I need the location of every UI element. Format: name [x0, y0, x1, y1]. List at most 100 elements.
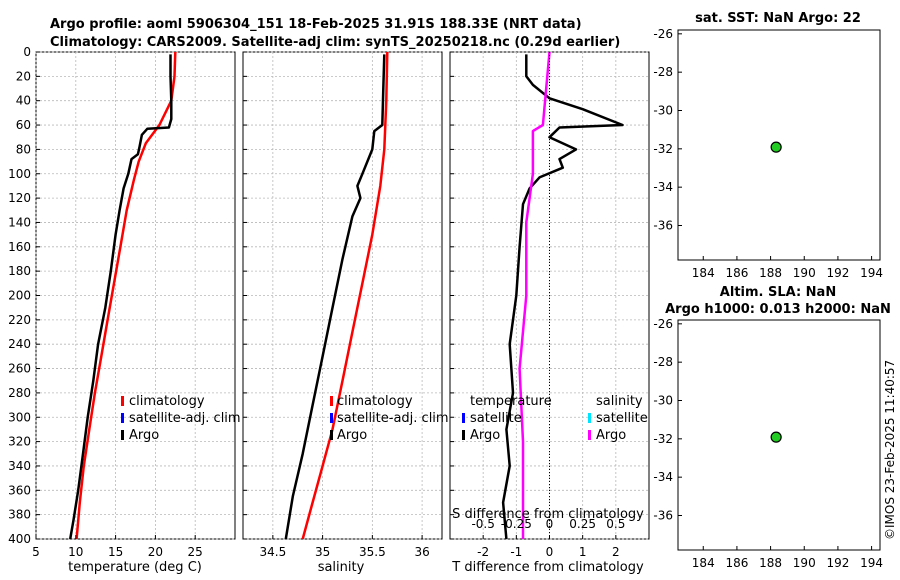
legend-swatch-s-argo: [588, 430, 591, 440]
legend-title-temperature: temperature: [470, 394, 552, 409]
legend-label-satellite-adj: satellite-adj. clim: [337, 411, 449, 426]
y-tick-label: 240: [8, 337, 31, 351]
map-x-tick-label: 188: [759, 556, 782, 570]
sst-map-title: sat. SST: NaN Argo: 22: [695, 11, 861, 26]
salinity-panel: 34.5 35 35.5 36 salinity climatology satell…: [242, 51, 449, 575]
difference-legend: temperature satellite Argo salinity sate…: [462, 394, 648, 443]
temperature-panel: 0 20 40 60 80 100 120 140 160 180 200 220 240 260 280 3…: [8, 45, 241, 575]
legend-swatch-satellite-adj: [121, 413, 124, 423]
sla-map-title-line2: Argo h1000: 0.013 h2000: NaN: [665, 302, 891, 317]
map-y-tick-label: -28: [653, 355, 673, 369]
x-tick-label: 36: [414, 545, 429, 559]
map-x-tick-label: 186: [725, 266, 748, 280]
y-tick-label: 140: [8, 215, 31, 229]
legend-label-s-satellite: satellite: [596, 411, 648, 426]
map-y-tick-label: -26: [653, 27, 673, 41]
map-y-tick-label: -32: [653, 432, 673, 446]
legend-label-satellite-adj: satellite-adj. clim: [129, 411, 241, 426]
header-title-line2: Climatology: CARS2009. Satellite-adj cli…: [50, 35, 620, 50]
y-tick-label: 360: [8, 483, 31, 497]
map-y-tick-label: -28: [653, 65, 673, 79]
legend-swatch-t-argo: [462, 430, 465, 440]
y-tick-label: 400: [8, 532, 31, 546]
x-tick-label: 15: [108, 545, 123, 559]
map-x-tick-label: 190: [793, 556, 816, 570]
x-tick-label: -2: [477, 545, 489, 559]
map-y-tick-label: -26: [653, 317, 673, 331]
x-tick-label: 35: [315, 545, 330, 559]
sst-map-panel: sat. SST: NaN Argo: 22 184 186 188 190 192 19…: [653, 11, 883, 280]
map-x-tick-label: 192: [826, 266, 849, 280]
y-tick-label: 380: [8, 508, 31, 522]
map-y-tick-label: -34: [653, 180, 673, 194]
y-tick-label: 80: [16, 142, 31, 156]
argo-float-marker: [770, 141, 782, 153]
legend-label-argo: Argo: [337, 428, 367, 443]
sla-map-panel: Altim. SLA: NaN Argo h1000: 0.013 h2000:…: [653, 285, 890, 570]
s-tick-label: 0: [546, 517, 554, 531]
legend-swatch-s-satellite: [588, 413, 591, 423]
map-y-tick-label: -30: [653, 394, 673, 408]
y-tick-label: 60: [16, 118, 31, 132]
y-tick-label: 320: [8, 435, 31, 449]
map-x-tick-label: 188: [759, 266, 782, 280]
y-tick-label: 300: [8, 410, 31, 424]
s-tick-label: -0.25: [501, 517, 532, 531]
series-line-argo-t-difference: [501, 54, 624, 540]
y-tick-label: 220: [8, 313, 31, 327]
s-tick-label: 0.25: [569, 517, 596, 531]
y-tick-label: 340: [8, 459, 31, 473]
y-tick-label: 200: [8, 289, 31, 303]
temperature-xlabel: temperature (deg C): [68, 560, 202, 575]
map-y-tick-label: -36: [653, 219, 673, 233]
map-x-tick-label: 186: [725, 556, 748, 570]
y-tick-label: 260: [8, 362, 31, 376]
map-x-tick-label: 184: [692, 266, 715, 280]
legend-swatch-t-satellite: [462, 413, 465, 423]
map-x-tick-label: 190: [793, 266, 816, 280]
legend-label-argo: Argo: [129, 428, 159, 443]
legend-title-salinity: salinity: [596, 394, 643, 409]
map-x-tick-label: 184: [692, 556, 715, 570]
sla-map-title-line1: Altim. SLA: NaN: [720, 285, 836, 300]
series-line-argo: [68, 54, 173, 540]
legend-swatch-climatology: [121, 396, 124, 406]
map-x-tick-label: 194: [860, 556, 883, 570]
series-line-argo-s-difference: [518, 51, 551, 539]
legend-label-climatology: climatology: [129, 394, 205, 409]
x-tick-label: 25: [188, 545, 203, 559]
legend-label-t-argo: Argo: [470, 428, 500, 443]
x-tick-label: 20: [148, 545, 163, 559]
series-line-argo: [284, 54, 386, 540]
x-tick-label: -1: [510, 545, 522, 559]
map-y-tick-label: -36: [653, 509, 673, 523]
x-tick-label: 10: [68, 545, 83, 559]
copyright-stamp: ©IMOS 23-Feb-2025 11:40:57: [883, 360, 897, 540]
salinity-legend: climatology satellite-adj. clim Argo: [330, 394, 449, 443]
legend-label-climatology: climatology: [337, 394, 413, 409]
x-tick-label: 34.5: [259, 545, 286, 559]
map-y-tick-label: -32: [653, 142, 673, 156]
x-tick-label: 5: [32, 545, 40, 559]
map-y-tick-label: -30: [653, 104, 673, 118]
x-tick-label: 2: [612, 545, 620, 559]
y-tick-label: 20: [16, 69, 31, 83]
difference-panel: -2 -1 0 1 2 -0.5 -0.25 0 0.25 0.5 T difference fr…: [449, 51, 650, 575]
difference-xlabel: T difference from climatology: [451, 560, 644, 575]
salinity-xlabel: salinity: [318, 560, 365, 575]
y-tick-label: 120: [8, 191, 31, 205]
x-tick-label: 0: [546, 545, 554, 559]
y-tick-label: 160: [8, 240, 31, 254]
x-tick-label: 1: [579, 545, 587, 559]
y-tick-label: 40: [16, 94, 31, 108]
y-tick-label: 180: [8, 264, 31, 278]
legend-label-t-satellite: satellite: [470, 411, 522, 426]
map-x-tick-label: 194: [860, 266, 883, 280]
map-x-tick-label: 192: [826, 556, 849, 570]
legend-swatch-climatology: [330, 396, 333, 406]
header-title-line1: Argo profile: aoml 5906304_151 18-Feb-20…: [50, 17, 582, 32]
s-tick-label: -0.5: [471, 517, 494, 531]
y-tick-label: 0: [23, 45, 31, 59]
argo-float-marker: [770, 431, 782, 443]
